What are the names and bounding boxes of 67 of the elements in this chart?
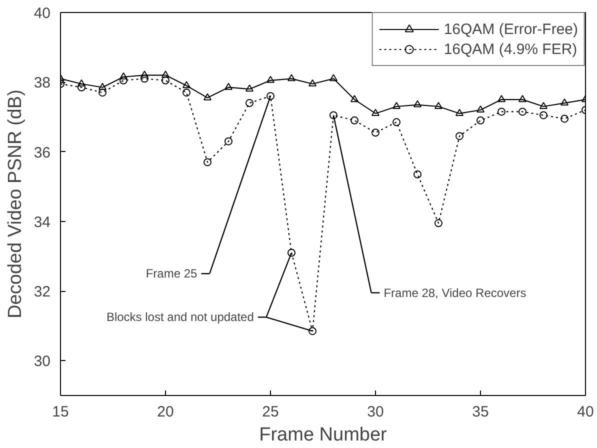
y-tick-label: 38 bbox=[34, 74, 51, 92]
point bbox=[78, 83, 86, 92]
point bbox=[434, 102, 442, 110]
point bbox=[476, 105, 484, 113]
point bbox=[308, 327, 316, 336]
legend-label: 16QAM (4.9% FER) bbox=[444, 40, 578, 58]
y-tick-label: 30 bbox=[34, 353, 51, 370]
legend-label: 16QAM (Error-Free) bbox=[444, 20, 578, 38]
point bbox=[540, 102, 548, 110]
point bbox=[98, 88, 106, 97]
x-axis-title: Frame Number bbox=[259, 424, 388, 446]
annotation: Frame 28, Video Recovers bbox=[384, 286, 526, 300]
point bbox=[414, 100, 422, 108]
point bbox=[560, 98, 568, 106]
point bbox=[246, 84, 254, 92]
y-tick-label: 40 bbox=[34, 5, 51, 22]
x-tick-label: 40 bbox=[577, 404, 594, 420]
point bbox=[288, 74, 296, 82]
point bbox=[540, 111, 548, 120]
point bbox=[140, 74, 148, 83]
point bbox=[120, 72, 128, 80]
point bbox=[330, 74, 338, 82]
point bbox=[288, 248, 296, 257]
x-tick-label: 20 bbox=[157, 404, 174, 420]
y-tick-label: 34 bbox=[34, 214, 51, 231]
point bbox=[330, 111, 338, 120]
point bbox=[560, 114, 568, 123]
point bbox=[372, 128, 380, 137]
annotation: Frame 25 bbox=[146, 266, 198, 281]
point bbox=[456, 108, 464, 116]
x-tick-label: 35 bbox=[472, 404, 489, 420]
point bbox=[434, 219, 442, 228]
point bbox=[224, 137, 232, 146]
point bbox=[266, 76, 274, 83]
point bbox=[372, 108, 380, 116]
point bbox=[476, 116, 484, 124]
point bbox=[350, 116, 358, 124]
point bbox=[204, 158, 212, 166]
point bbox=[350, 95, 358, 102]
point bbox=[98, 82, 106, 90]
point bbox=[392, 118, 400, 126]
y-tick-label: 36 bbox=[34, 144, 51, 162]
point bbox=[162, 76, 170, 84]
point bbox=[414, 170, 422, 178]
annotation: Blocks lost and not updated bbox=[106, 310, 254, 324]
point bbox=[518, 95, 526, 102]
point bbox=[518, 108, 526, 116]
point bbox=[224, 82, 232, 90]
point bbox=[266, 92, 274, 100]
y-axis-title: Decoded Video PSNR (dB) bbox=[4, 90, 26, 318]
point bbox=[78, 79, 86, 86]
point bbox=[308, 79, 316, 86]
point bbox=[498, 95, 506, 102]
point bbox=[246, 99, 254, 108]
x-tick-label: 25 bbox=[262, 404, 279, 420]
y-tick-label: 32 bbox=[34, 284, 51, 301]
x-tick-label: 30 bbox=[367, 404, 384, 420]
point bbox=[182, 81, 190, 88]
point bbox=[392, 102, 400, 110]
point bbox=[204, 93, 212, 100]
point bbox=[182, 88, 190, 97]
point bbox=[456, 132, 464, 140]
point bbox=[498, 108, 506, 116]
x-tick-label: 15 bbox=[52, 404, 69, 420]
point bbox=[140, 70, 148, 78]
point bbox=[162, 70, 170, 78]
point bbox=[120, 76, 128, 84]
